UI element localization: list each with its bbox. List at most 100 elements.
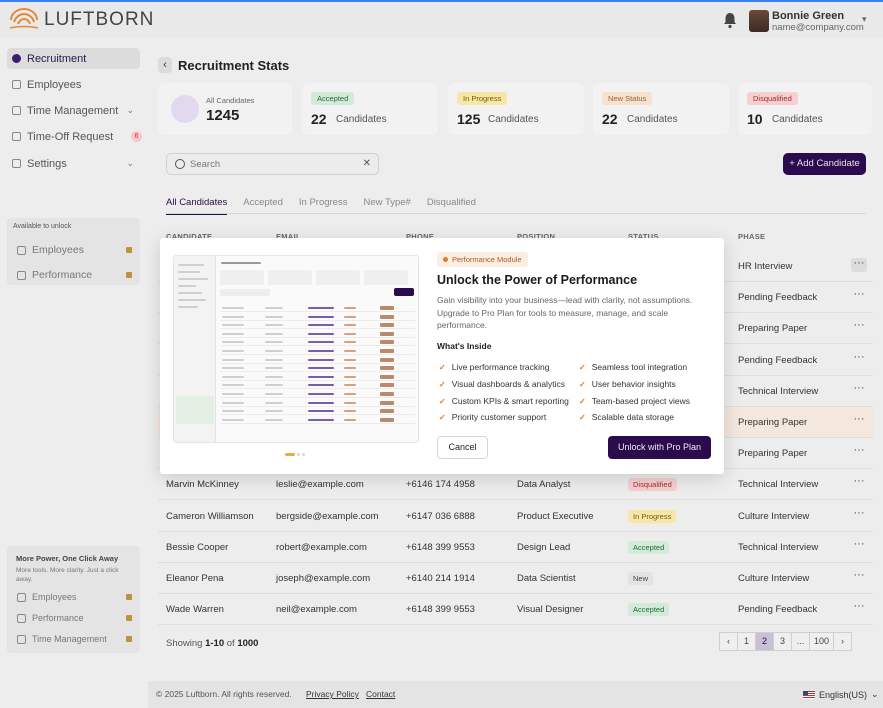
preview-row	[220, 407, 415, 416]
table-row[interactable]: Bessie Cooper robert@example.com +6148 399…	[158, 532, 873, 563]
promo-item-performance[interactable]: Performance	[17, 613, 132, 623]
close-icon[interactable]: ✕	[362, 158, 371, 169]
chevron-down-icon: ⌄	[126, 158, 134, 168]
more-actions-icon[interactable]: ···	[853, 569, 865, 581]
search-icon	[175, 159, 185, 169]
sidebar-item-time-off-request[interactable]: Time-Off Request 6	[7, 126, 142, 147]
page-button-current[interactable]: 2	[755, 632, 774, 651]
table-row[interactable]: Cameron Williamson bergside@example.com +6…	[158, 501, 873, 532]
page-button[interactable]: 3	[773, 632, 792, 651]
logo-text: LUFTBORN	[44, 9, 155, 30]
cell-phase: Pending Feedback	[738, 604, 818, 616]
sidebar-item-time-management[interactable]: Time Management ⌄	[7, 100, 140, 121]
more-actions-icon[interactable]: ···	[853, 444, 865, 457]
lock-icon	[126, 636, 132, 642]
more-actions-icon[interactable]: ···	[853, 600, 865, 613]
lock-icon	[126, 594, 132, 600]
tab-new-type[interactable]: New Type#	[363, 197, 411, 208]
carousel-dot[interactable]	[297, 453, 300, 456]
chevron-down-icon[interactable]: ▾	[862, 14, 867, 24]
carousel-indicator[interactable]	[285, 453, 305, 456]
column-header-candidate[interactable]: CANDIDATE	[166, 232, 213, 241]
document-icon	[12, 132, 21, 141]
more-actions-icon[interactable]: ···	[853, 319, 865, 332]
performance-upgrade-modal: Performance Module Unlock the Power of P…	[160, 238, 724, 474]
column-header-position[interactable]: POSITION	[517, 232, 556, 241]
column-header-email[interactable]: EMAIL	[276, 232, 301, 241]
stat-card-disqualified[interactable]: Disqualified 10 Candidates	[738, 83, 872, 135]
stat-value: 1245	[206, 107, 240, 124]
stat-card-new-status[interactable]: New Status 22 Candidates	[593, 83, 729, 135]
feature-label: Team-based project views	[591, 396, 690, 406]
cell-position: Data Analyst	[517, 479, 571, 491]
table-row[interactable]: Eleanor Pena joseph@example.com +6140 214 …	[158, 563, 873, 594]
table-row[interactable]: Marvin McKinney leslie@example.com +6146 1…	[158, 469, 873, 501]
avatar[interactable]	[749, 10, 769, 32]
sidebar-item-recruitment[interactable]: Recruitment	[7, 48, 140, 69]
cancel-button[interactable]: Cancel	[437, 436, 488, 459]
column-header-phone[interactable]: PHONE	[406, 232, 435, 241]
preview-row	[220, 373, 415, 381]
page-ellipsis: ...	[791, 632, 810, 651]
sidebar-item-settings[interactable]: Settings ⌄	[7, 153, 140, 174]
tab-in-progress[interactable]: In Progress	[298, 197, 348, 208]
locked-item-performance[interactable]: Performance	[17, 269, 132, 281]
carousel-dot-active[interactable]	[285, 453, 295, 456]
preview-row	[220, 356, 415, 364]
column-header-phase[interactable]: PHASE	[738, 232, 766, 241]
more-actions-icon[interactable]: ···	[853, 506, 865, 519]
language-selector[interactable]: English(US) ⌄	[803, 689, 879, 700]
user-name[interactable]: Bonnie Green	[772, 10, 845, 22]
sidebar-item-employees[interactable]: Employees	[7, 74, 140, 95]
preview-sidebar	[174, 256, 216, 442]
cell-phase: Preparing Paper	[738, 448, 808, 460]
search-input[interactable]: Search ✕	[166, 153, 379, 175]
id-card-icon	[17, 245, 26, 255]
back-button[interactable]: ‹	[158, 57, 172, 73]
stat-value: 125	[457, 111, 481, 127]
logo[interactable]: LUFTBORN	[8, 6, 154, 34]
locked-item-employees[interactable]: Employees	[17, 244, 132, 256]
carousel-dot[interactable]	[302, 453, 305, 456]
stat-unit: Candidates	[336, 114, 387, 125]
stat-card-in-progress[interactable]: In Progress 125 Candidates	[448, 83, 584, 135]
promo-item-time-management[interactable]: Time Management	[17, 634, 132, 644]
unlock-title: Available to unlock	[13, 223, 72, 230]
more-actions-icon[interactable]: ···	[853, 350, 865, 363]
sidebar-item-label: Time Management	[27, 104, 119, 117]
contact-link[interactable]: Contact	[366, 689, 396, 699]
bell-icon[interactable]	[722, 11, 738, 29]
preview-row	[220, 390, 415, 398]
column-header-status[interactable]: STATUS	[628, 232, 659, 241]
page-button[interactable]: 1	[737, 632, 756, 651]
page-next-button[interactable]: ›	[833, 632, 853, 651]
more-actions-icon[interactable]: ···	[851, 258, 867, 272]
table-row[interactable]: Wade Warren neil@example.com +6148 399 955…	[158, 594, 873, 626]
promo-item-employees[interactable]: Employees	[17, 592, 132, 602]
page-button[interactable]: 100	[809, 632, 835, 651]
page-prev-button[interactable]: ‹	[719, 632, 738, 651]
privacy-link[interactable]: Privacy Policy	[306, 689, 359, 699]
tab-all-candidates[interactable]: All Candidates	[166, 197, 228, 215]
page-title: Recruitment Stats	[178, 58, 290, 73]
cell-phase: Technical Interview	[738, 479, 819, 491]
tab-accepted[interactable]: Accepted	[243, 197, 283, 208]
chevron-down-icon: ⌄	[126, 105, 134, 115]
tab-disqualified[interactable]: Disqualified	[426, 197, 476, 208]
more-actions-icon[interactable]: ···	[853, 381, 865, 394]
unlock-pro-plan-button[interactable]: Unlock with Pro Plan	[608, 436, 711, 459]
lock-icon	[126, 247, 132, 253]
preview-row	[220, 338, 415, 347]
more-actions-icon[interactable]: ···	[853, 413, 865, 425]
more-actions-icon[interactable]: ···	[853, 288, 865, 301]
feature-item: ✓ Live performance tracking	[439, 362, 550, 372]
more-actions-icon[interactable]: ···	[853, 537, 865, 550]
stat-card-accepted[interactable]: Accepted 22 Candidates	[302, 83, 438, 135]
add-candidate-button[interactable]: + Add Candidate	[783, 153, 866, 175]
top-header: LUFTBORN Bonnie Green name@company.com ▾	[0, 2, 883, 38]
more-actions-icon[interactable]: ···	[853, 475, 865, 488]
status-tabs: All Candidates Accepted In Progress New …	[166, 197, 492, 215]
features-heading: What's Inside	[437, 341, 492, 351]
id-card-icon	[12, 80, 21, 89]
chart-icon	[17, 270, 26, 280]
